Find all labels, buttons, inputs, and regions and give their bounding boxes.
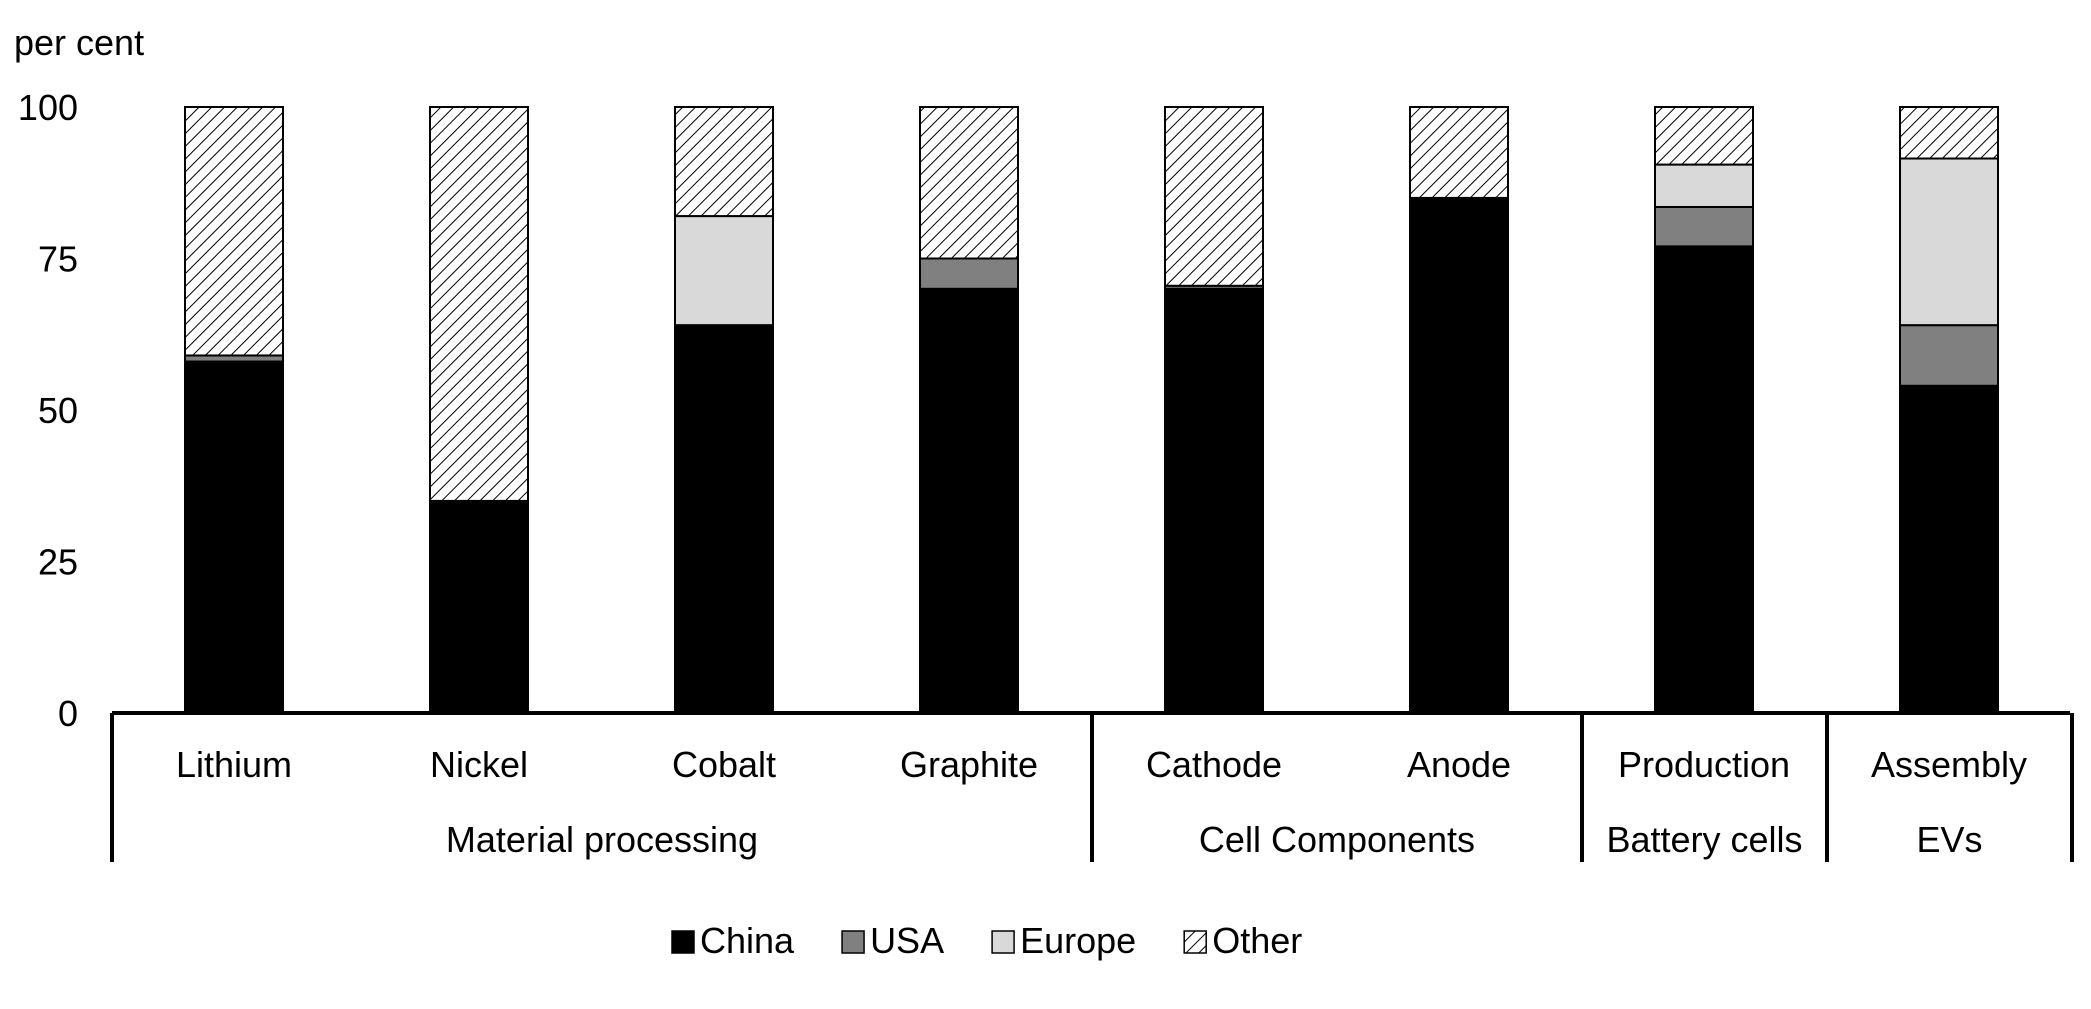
legend-swatch-china [671, 930, 695, 954]
bar-graphite-other [919, 106, 1019, 260]
bar-assembly-china [1899, 384, 1999, 714]
legend-label-europe: Europe [1020, 920, 1136, 961]
x-tick-label-nickel: Nickel [430, 744, 528, 785]
bar-anode-china [1409, 196, 1509, 714]
y-tick-label-75: 75 [38, 239, 78, 280]
bar-graphite-china [919, 287, 1019, 714]
legend-swatch-europe [991, 930, 1015, 954]
group-label-material-processing: Material processing [446, 819, 758, 860]
bar-graphite-usa [919, 257, 1019, 290]
x-tick-label-assembly: Assembly [1871, 744, 2027, 785]
bar-nickel-other [429, 106, 529, 502]
x-tick-label-production: Production [1618, 744, 1790, 785]
x-tick-label-anode: Anode [1407, 744, 1511, 785]
x-tick-label-cobalt: Cobalt [672, 744, 776, 785]
bar-production-usa [1654, 205, 1754, 248]
bar-production-china [1654, 245, 1754, 714]
bar-nickel-china [429, 499, 529, 714]
bar-production-europe [1654, 163, 1754, 208]
legend-swatch-other [1183, 930, 1207, 954]
bar-lithium-china [184, 360, 284, 714]
y-tick-label-100: 100 [18, 87, 78, 128]
y-tick-label-0: 0 [58, 693, 78, 734]
bar-cathode-other [1164, 106, 1264, 287]
bar-lithium-other [184, 106, 284, 357]
group-label-battery-cells: Battery cells [1606, 819, 1802, 860]
x-tick-label-cathode: Cathode [1146, 744, 1282, 785]
y-tick-label-50: 50 [38, 390, 78, 431]
bar-cobalt-europe [674, 215, 774, 327]
bar-assembly-other [1899, 106, 1999, 160]
bar-cobalt-other [674, 106, 774, 218]
bar-production-other [1654, 106, 1754, 166]
y-tick-label-25: 25 [38, 542, 78, 583]
bar-anode-other [1409, 106, 1509, 199]
group-label-evs: EVs [1916, 819, 1982, 860]
x-tick-label-graphite: Graphite [900, 744, 1038, 785]
group-label-cell-components: Cell Components [1199, 819, 1475, 860]
bar-assembly-usa [1899, 324, 1999, 387]
legend-label-usa: USA [870, 920, 944, 961]
y-axis-label: per cent [14, 22, 144, 63]
legend-swatch-usa [841, 930, 865, 954]
bar-cobalt-china [674, 324, 774, 714]
legend-label-other: Other [1212, 920, 1302, 961]
bar-assembly-europe [1899, 157, 1999, 327]
x-tick-label-lithium: Lithium [176, 744, 292, 785]
legend-label-china: China [700, 920, 795, 961]
bar-cathode-china [1164, 287, 1264, 714]
